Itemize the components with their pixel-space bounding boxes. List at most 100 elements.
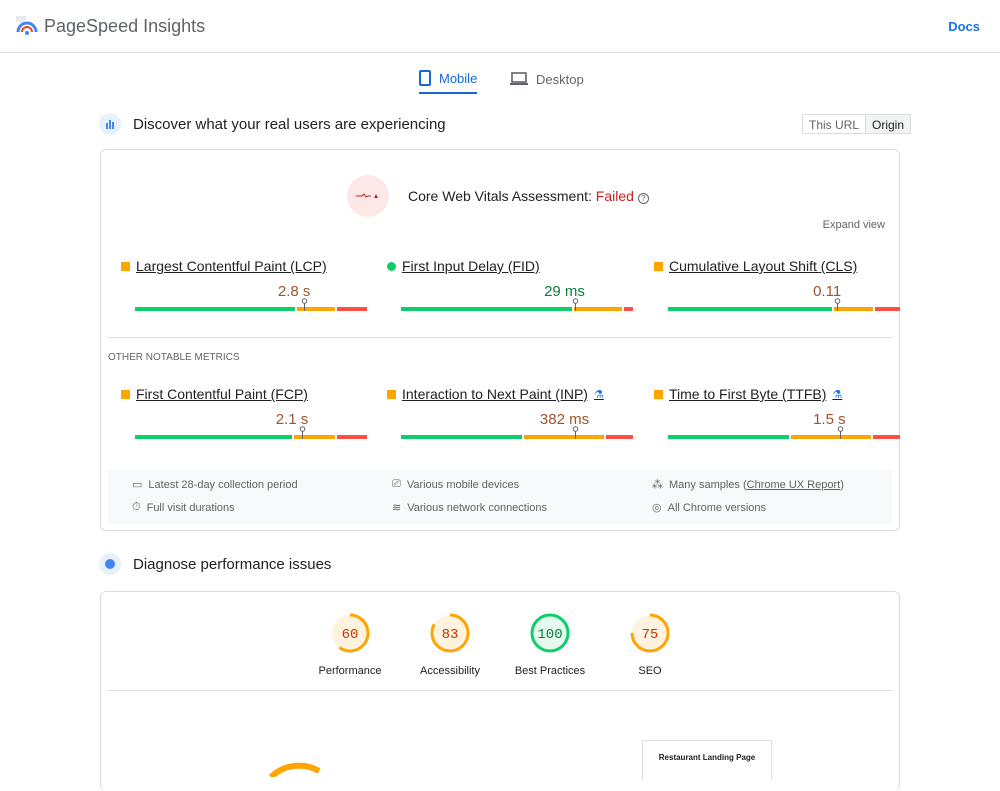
average-square-icon <box>387 389 396 399</box>
percentile-marker-icon <box>299 426 306 439</box>
calendar-icon: ▭ <box>132 479 143 491</box>
assessment-status: Failed <box>595 188 634 204</box>
score-gauge-best-practices[interactable]: 100 Best Practices <box>500 612 600 677</box>
note-network: ≋ Various network connections <box>392 501 548 515</box>
bar-poor <box>874 307 900 311</box>
devices-icon: ⎚ <box>392 478 401 490</box>
experimental-flask-icon: ⚗ <box>832 388 843 401</box>
metric-value: 382 ms <box>539 411 590 428</box>
average-square-icon <box>654 389 663 399</box>
help-icon[interactable]: ? <box>637 193 649 204</box>
metric-3: First Contentful Paint (FCP) 2.1 s <box>121 386 367 439</box>
score-label: SEO <box>638 665 662 677</box>
score-value: 83 <box>442 627 459 643</box>
performance-gauge-large <box>268 762 321 777</box>
metric-name: First Input Delay (FID) <box>402 258 540 274</box>
chrome-ux-report-link[interactable]: Chrome UX Report <box>746 478 841 491</box>
metric-name-link[interactable]: Interaction to Next Paint (INP) ⚗ <box>387 386 639 402</box>
score-gauge-accessibility[interactable]: 83 Accessibility <box>400 612 500 677</box>
pagespeed-logo <box>16 16 38 35</box>
collection-notes: ▭ Latest 28-day collection period ⎚ Variou… <box>108 470 892 524</box>
score-label: Accessibility <box>420 665 480 677</box>
metric-name: Time to First Byte (TTFB) <box>669 386 827 402</box>
tab-desktop[interactable]: Desktop <box>510 64 584 94</box>
metric-name-link[interactable]: Cumulative Layout Shift (CLS) <box>654 258 894 274</box>
bar-poor <box>337 307 367 311</box>
experimental-flask-icon: ⚗ <box>593 388 604 401</box>
tab-label: Desktop <box>536 71 584 87</box>
bar-good <box>668 435 789 439</box>
note-text: Latest 28-day collection period <box>148 478 298 491</box>
note-text: ) <box>840 478 844 491</box>
metric-value: 29 ms <box>544 283 585 300</box>
percentile-marker-icon <box>572 426 579 439</box>
bar-good <box>135 435 293 439</box>
note-chrome-versions: ◎ All Chrome versions <box>652 501 766 515</box>
toggle-this-url[interactable]: This URL <box>809 118 860 132</box>
other-metrics-label: OTHER NOTABLE METRICS <box>108 352 240 363</box>
average-square-icon <box>654 261 663 271</box>
tab-mobile[interactable]: Mobile <box>419 64 478 94</box>
metric-name-link[interactable]: First Contentful Paint (FCP) <box>121 386 366 402</box>
metric-name: First Contentful Paint (FCP) <box>136 386 308 402</box>
metric-0: Largest Contentful Paint (LCP) 2.8 s <box>121 258 367 311</box>
bar-good <box>135 307 295 311</box>
percentile-marker-icon <box>835 298 841 311</box>
metric-name-link[interactable]: Time to First Byte (TTFB) ⚗ <box>654 386 894 402</box>
percentile-marker-icon <box>837 426 843 439</box>
metric-5: Time to First Byte (TTFB) ⚗ 1.5 s <box>654 386 900 439</box>
bar-average <box>294 435 336 439</box>
metric-1: First Input Delay (FID) 29 ms <box>387 258 639 311</box>
metric-value: 2.8 s <box>277 283 311 300</box>
section-title-lab: Diagnose performance issues <box>133 556 332 573</box>
bar-poor <box>872 435 900 439</box>
score-label: Performance <box>318 665 382 677</box>
score-ring: 100 <box>530 613 570 653</box>
smartphone-icon <box>419 70 431 86</box>
tab-label: Mobile <box>439 70 478 86</box>
metric-4: Interaction to Next Paint (INP) ⚗ 382 ms <box>387 386 639 439</box>
score-value: 75 <box>642 627 659 643</box>
note-text: Many samples ( <box>669 478 747 491</box>
metric-value: 2.1 s <box>275 411 309 428</box>
metric-name: Interaction to Next Paint (INP) <box>402 386 588 402</box>
bar-average <box>834 307 873 311</box>
note-text: Various network connections <box>407 501 548 514</box>
distribution-bar <box>401 298 633 311</box>
metric-name-link[interactable]: First Input Delay (FID) <box>387 258 639 274</box>
metric-name-link[interactable]: Largest Contentful Paint (LCP) <box>121 258 366 274</box>
average-square-icon <box>121 261 130 271</box>
score-gauge-performance[interactable]: 60 Performance <box>300 612 400 677</box>
docs-link[interactable]: Docs <box>948 19 980 34</box>
score-value: 100 <box>537 627 562 643</box>
chrome-icon: ◎ <box>652 502 662 514</box>
metric-value: 1.5 s <box>813 411 846 428</box>
bar-average <box>296 307 336 311</box>
distribution-bar <box>135 426 367 439</box>
samples-icon: ⁂ <box>652 479 663 491</box>
toggle-origin[interactable]: Origin <box>865 115 911 133</box>
distribution-bar <box>668 426 900 439</box>
good-circle-icon <box>387 261 396 271</box>
expand-view-button[interactable]: Expand view <box>822 219 885 231</box>
score-label: Best Practices <box>514 665 586 677</box>
lab-data-icon <box>99 553 121 575</box>
section-title-field: Discover what your real users are experi… <box>133 116 446 133</box>
metric-value: 0.11 <box>813 283 842 300</box>
note-samples: ⁂ Many samples (Chrome UX Report) <box>652 478 844 492</box>
field-data-card: Core Web Vitals Assessment: Failed ? Exp… <box>100 149 900 531</box>
divider <box>107 690 893 691</box>
note-collection-period: ▭ Latest 28-day collection period <box>132 478 298 492</box>
note-text: Various mobile devices <box>406 478 520 491</box>
bar-poor <box>623 307 633 311</box>
bar-good <box>668 307 833 311</box>
metric-2: Cumulative Layout Shift (CLS) 0.11 <box>654 258 900 311</box>
score-gauge-seo[interactable]: 75 SEO <box>600 612 700 677</box>
app-title: PageSpeed Insights <box>44 16 206 36</box>
score-ring: 83 <box>430 613 470 653</box>
bar-average <box>574 307 622 311</box>
assessment-failed-icon <box>347 175 389 217</box>
screenshot-title: Restaurant Landing Page <box>658 753 756 762</box>
assessment-title: Core Web Vitals Assessment: Failed ? <box>408 188 649 204</box>
average-square-icon <box>121 389 130 399</box>
